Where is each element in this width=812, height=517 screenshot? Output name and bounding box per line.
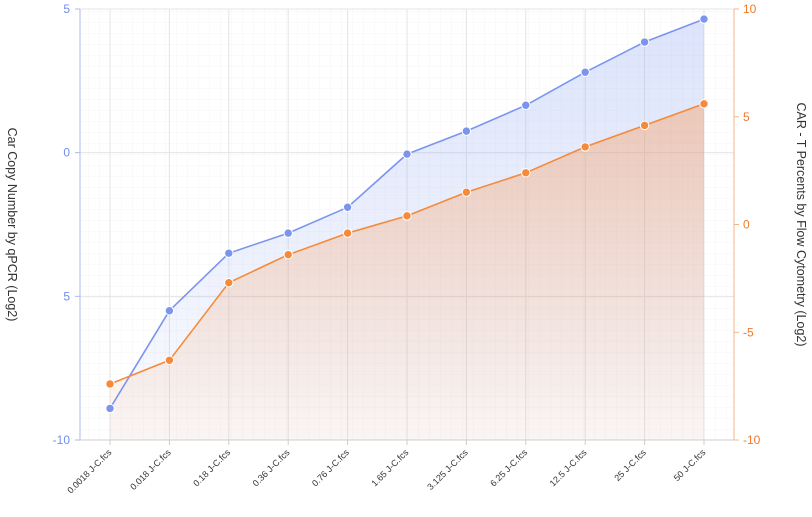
series-2-point[interactable] bbox=[639, 120, 650, 131]
series-1-point[interactable] bbox=[224, 248, 234, 258]
x-axis-tick-labels: 0.0018 J-C.fcs 0.018 J-C.fcs 0.18 J-C.fcs 0… bbox=[65, 447, 707, 495]
series-1-point[interactable] bbox=[639, 37, 650, 47]
series-2-area bbox=[110, 103, 704, 441]
left-tick-label: -10 bbox=[53, 433, 71, 447]
left-axis-title: Car Copy Number by qPCR (Log2) bbox=[5, 128, 19, 322]
x-tick-label: 3.125 J-C.fcs bbox=[425, 447, 470, 492]
series-1-point[interactable] bbox=[105, 403, 115, 414]
series-2-point[interactable] bbox=[283, 249, 293, 260]
right-axis-title: CAR - T Percents by Flow Cytometry (Log2… bbox=[794, 102, 808, 346]
x-tick-label: 25 J-C.fcs bbox=[612, 447, 648, 483]
right-axis-tick-labels: 10 5 0 -5 -10 bbox=[743, 2, 761, 447]
right-tick-label: 5 bbox=[743, 110, 750, 124]
right-tick-label: 10 bbox=[743, 2, 757, 16]
series-2-point[interactable] bbox=[105, 379, 115, 389]
left-tick-label: 0 bbox=[63, 146, 70, 160]
series-1-point[interactable] bbox=[164, 306, 175, 316]
axes bbox=[75, 8, 739, 445]
right-tick-label: -5 bbox=[743, 325, 754, 339]
series-2-point[interactable] bbox=[402, 211, 412, 221]
series-1-point[interactable] bbox=[402, 149, 412, 159]
series-1-point[interactable] bbox=[580, 67, 590, 77]
x-tick-label: 0.0018 J-C.fcs bbox=[65, 447, 113, 495]
right-tick-label: 0 bbox=[743, 218, 750, 232]
x-tick-label: 0.76 J-C.fcs bbox=[310, 447, 351, 488]
x-tick-label: 12.5 J-C.fcs bbox=[548, 447, 589, 488]
left-tick-label: 5 bbox=[63, 2, 70, 16]
series-points bbox=[105, 14, 709, 414]
x-tick-label: 0.018 J-C.fcs bbox=[128, 447, 173, 492]
series-2-point[interactable] bbox=[521, 168, 531, 178]
right-tick-label: -10 bbox=[743, 433, 761, 447]
series-2-point[interactable] bbox=[580, 142, 590, 152]
series-areas bbox=[110, 19, 704, 441]
series-2-point[interactable] bbox=[461, 187, 472, 197]
x-tick-label: 50 J-C.fcs bbox=[672, 447, 708, 483]
series-1-point[interactable] bbox=[283, 228, 293, 238]
series-1-point[interactable] bbox=[521, 100, 531, 110]
series-2-point[interactable] bbox=[699, 99, 709, 109]
x-tick-label: 6.25 J-C.fcs bbox=[488, 447, 529, 488]
left-axis-tick-labels: 5 0 5 -10 bbox=[53, 2, 71, 447]
x-tick-label: 1.65 J-C.fcs bbox=[369, 447, 410, 488]
series-2-point[interactable] bbox=[224, 277, 234, 288]
series-2-point[interactable] bbox=[342, 228, 353, 238]
series-1-point[interactable] bbox=[461, 126, 472, 136]
x-tick-label: 0.36 J-C.fcs bbox=[251, 447, 292, 488]
left-tick-label: 5 bbox=[63, 289, 70, 303]
series-1-point[interactable] bbox=[699, 14, 709, 24]
x-tick-label: 0.18 J-C.fcs bbox=[191, 447, 232, 488]
series-1-point[interactable] bbox=[342, 202, 353, 212]
series-2-point[interactable] bbox=[164, 355, 175, 365]
